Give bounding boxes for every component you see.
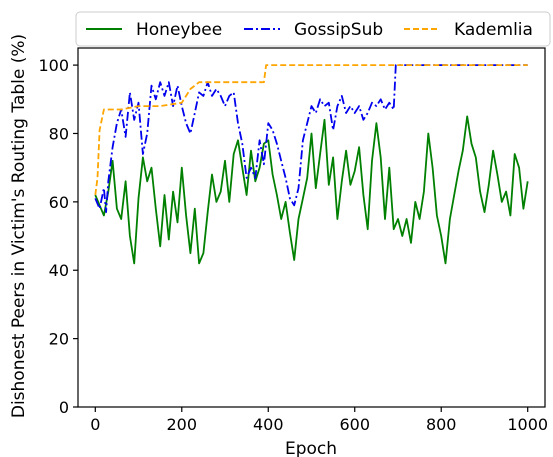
y-tick-label: 80	[49, 124, 69, 143]
x-tick-label: 1000	[507, 415, 548, 434]
series-lines	[94, 64, 529, 265]
y-tick-label: 40	[49, 261, 69, 280]
x-tick-label: 0	[90, 415, 100, 434]
legend: Honeybee GossipSub Kademlia	[75, 11, 551, 47]
plot-area	[78, 48, 545, 407]
y-tick-label: 0	[59, 398, 69, 417]
x-axis-label: Epoch	[285, 439, 337, 457]
y-axis-label: Dishonest Peers in Victim's Routing Tabl…	[9, 34, 29, 418]
legend-label-gossipsub: GossipSub	[294, 20, 383, 40]
series-line-honeybee	[94, 115, 529, 265]
series-line-kademlia	[94, 64, 528, 196]
x-tick-label: 400	[253, 415, 284, 434]
x-tick-label: 600	[339, 415, 370, 434]
legend-label-honeybee: Honeybee	[136, 20, 222, 40]
y-tick-label: 20	[49, 330, 69, 349]
plot-frame	[77, 47, 546, 408]
x-tick-label: 200	[167, 415, 198, 434]
x-tick-label: 800	[426, 415, 457, 434]
y-tick-label: 60	[49, 193, 69, 212]
legend-box	[75, 11, 551, 47]
axes: 0 200 400 600 800 1000 0 20 40 60 80 100	[38, 47, 548, 434]
legend-label-kademlia: Kademlia	[454, 20, 533, 40]
y-tick-label: 100	[38, 56, 69, 75]
series-line-gossipsub	[94, 64, 528, 214]
